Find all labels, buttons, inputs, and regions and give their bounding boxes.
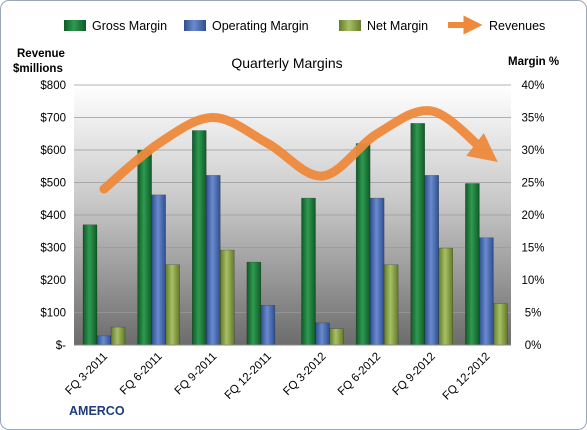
legend-label-operating: Operating Margin	[212, 19, 309, 33]
category-label: FQ 9-2012	[391, 351, 438, 398]
legend-swatch-operating	[184, 20, 206, 31]
left-tick-label: $700	[40, 113, 66, 125]
right-tick-label: 10%	[521, 275, 544, 287]
right-tick-label: 20%	[521, 210, 544, 222]
category-label: FQ 6-2011	[118, 351, 165, 398]
right-tick-label: 30%	[521, 145, 544, 157]
legend-swatch-gross	[64, 20, 86, 31]
category-label: FQ 12-2012	[441, 351, 493, 403]
gross-margin-bar	[82, 224, 98, 346]
left-axis-title-line2: $millions	[13, 63, 63, 75]
left-tick-label: $400	[40, 210, 66, 222]
left-tick-label: $200	[40, 275, 66, 287]
operating-margin-bar	[479, 237, 494, 346]
gross-margin-bar	[137, 149, 152, 346]
gross-margin-bar	[301, 197, 316, 346]
gross-margin-bar	[192, 130, 207, 346]
legend-label-gross: Gross Margin	[92, 19, 167, 33]
category-label: FQ 9-2011	[173, 351, 220, 398]
left-tick-label: $500	[40, 178, 66, 190]
bars	[82, 123, 508, 346]
category-label: FQ 3-2012	[281, 351, 328, 398]
gross-margin-bar	[246, 261, 262, 346]
legend-label-net: Net Margin	[367, 19, 428, 33]
net-margin-bar	[493, 303, 508, 346]
operating-margin-bar	[151, 194, 166, 346]
operating-margin-bar	[96, 335, 112, 346]
category-label: FQ 3-2011	[63, 351, 110, 398]
legend-label-revenues: Revenues	[489, 19, 545, 33]
net-margin-bar	[383, 264, 399, 346]
left-tick-label: $800	[40, 80, 66, 92]
operating-margin-bar	[260, 305, 276, 346]
operating-margin-bar	[424, 175, 439, 346]
net-margin-bar	[110, 326, 126, 346]
right-axis-ticks: 0% 5% 10% 15% 20% 25% 30% 35% 40%	[521, 80, 544, 352]
right-tick-label: 0%	[525, 340, 542, 352]
category-label: FQ 12-2011	[223, 351, 274, 402]
left-axis-title-line1: Revenue	[17, 48, 65, 60]
net-margin-bar	[165, 264, 180, 346]
right-axis-title: Margin %	[508, 56, 559, 68]
operating-margin-bar	[369, 197, 385, 346]
left-tick-label: $100	[40, 308, 66, 320]
right-tick-label: 5%	[525, 308, 542, 320]
net-margin-bar	[220, 249, 235, 346]
chart-title: Quarterly Margins	[231, 55, 342, 71]
gross-margin-bar	[465, 183, 480, 346]
category-labels: FQ 3-2011 FQ 6-2011 FQ 9-2011 FQ 12-2011 FQ …	[63, 351, 492, 403]
brand-label: AMERCO	[69, 404, 125, 418]
left-axis-ticks: $- $100 $200 $300 $400 $500 $600 $700 $800	[40, 80, 66, 352]
operating-margin-bar	[206, 175, 221, 346]
legend: Gross Margin Operating Margin Net Margin…	[64, 15, 545, 35]
category-label: FQ 6-2012	[336, 351, 383, 398]
revenues-series	[99, 106, 498, 194]
right-tick-label: 35%	[521, 113, 544, 125]
revenues-line	[99, 106, 498, 194]
legend-swatch-net	[339, 20, 361, 31]
gross-margin-bar	[410, 123, 425, 346]
left-tick-label: $-	[56, 340, 66, 352]
right-tick-label: 25%	[521, 178, 544, 190]
left-tick-label: $300	[40, 243, 66, 255]
right-tick-label: 40%	[521, 80, 544, 92]
right-tick-label: 15%	[521, 243, 544, 255]
net-margin-bar	[438, 247, 453, 346]
operating-margin-bar	[315, 322, 330, 346]
left-tick-label: $600	[40, 145, 66, 157]
gross-margin-bar	[355, 143, 371, 346]
net-margin-bar	[329, 328, 344, 346]
